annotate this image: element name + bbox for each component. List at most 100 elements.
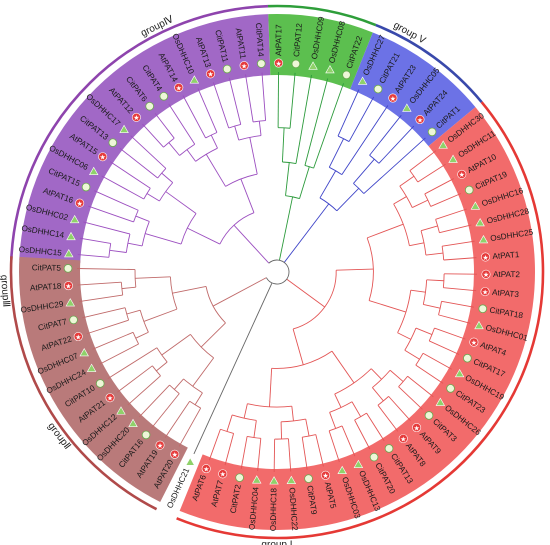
- star-marker: [98, 152, 108, 162]
- tree-branch: [179, 143, 195, 156]
- tree-branch: [283, 203, 330, 263]
- tree-branch: [245, 74, 254, 123]
- tree-branch: [353, 158, 375, 184]
- tree-branch: [195, 147, 218, 162]
- tree-branch: [442, 240, 475, 247]
- tree-branch: [79, 237, 111, 244]
- triangle-marker: [252, 475, 262, 484]
- leaf-citpat5: CitPAT5: [32, 263, 73, 273]
- star-icon: ★: [417, 116, 423, 124]
- leaf-osdhhc04: OsDHHC04: [247, 475, 262, 530]
- tree-branch: [442, 273, 445, 288]
- tree-branch: [146, 193, 160, 202]
- triangle-marker: [448, 154, 458, 163]
- star-icon: ★: [75, 333, 81, 341]
- tree-branch: [156, 347, 168, 363]
- tree-branch: [258, 121, 262, 136]
- tree-branch: [271, 350, 333, 369]
- star-marker: [206, 69, 216, 79]
- tree-branch: [328, 138, 344, 168]
- triangle-marker: [69, 214, 80, 224]
- tree-branch: [367, 223, 404, 239]
- star-icon: ★: [322, 472, 328, 480]
- tree-branch: [194, 392, 203, 406]
- tree-branch: [410, 289, 426, 293]
- tree-branch: [438, 314, 471, 324]
- tree-branch: [192, 357, 215, 387]
- tree-branch: [243, 403, 248, 419]
- tree-branch: [124, 307, 130, 321]
- tree-branch: [224, 433, 235, 466]
- tree-branch: [156, 361, 168, 372]
- group-arc-I: [176, 101, 545, 540]
- group-label-I: group I: [261, 540, 292, 545]
- triangle-marker: [435, 397, 446, 406]
- star-marker: [398, 434, 408, 444]
- tree-branch: [79, 294, 123, 302]
- star-icon: ★: [100, 154, 106, 162]
- tree-branch: [197, 88, 218, 133]
- leaf-label: OsDHHC15: [18, 245, 62, 258]
- triangle-marker: [185, 457, 195, 466]
- circle-marker: [69, 315, 78, 325]
- group-arc-V: [9, 256, 158, 511]
- group-label-III: groupⅢ: [0, 274, 11, 307]
- circle-marker: [235, 473, 244, 482]
- tree-branch: [142, 123, 164, 148]
- tree-branch: [389, 369, 404, 382]
- tree-branch: [94, 190, 139, 211]
- tree-branch: [143, 308, 178, 322]
- star-marker: [481, 269, 491, 279]
- circle-marker: [463, 353, 472, 363]
- circle-marker: [291, 59, 301, 69]
- star-icon: ★: [241, 62, 247, 70]
- tree-branch: [369, 115, 402, 156]
- star-icon: ★: [157, 442, 163, 450]
- triangle-marker: [357, 76, 368, 85]
- star-icon: ★: [176, 84, 182, 92]
- tree-branch: [138, 384, 170, 418]
- tree-branch: [301, 437, 308, 470]
- tree-branch: [285, 162, 290, 196]
- tree-branch: [372, 387, 384, 402]
- circle-marker: [63, 264, 73, 273]
- tree-branch: [168, 103, 196, 145]
- circle-marker: [95, 379, 105, 388]
- star-marker: [105, 393, 115, 403]
- tree-branch: [285, 195, 300, 200]
- circle-marker: [369, 452, 379, 462]
- group-sector-V: [18, 256, 188, 503]
- tree-branch: [205, 132, 218, 139]
- tree-branch: [145, 233, 182, 245]
- group-arc-IV: [9, 4, 269, 260]
- leaf-label: CitPAT5: [32, 263, 62, 273]
- star-icon: ★: [471, 339, 477, 347]
- tree-branch: [398, 386, 423, 410]
- leaf-citpat14: CitPAT14: [254, 23, 266, 68]
- star-icon: ★: [483, 271, 489, 279]
- tree-branch: [354, 419, 371, 450]
- tree-branch: [336, 188, 360, 212]
- tree-branch: [116, 365, 153, 393]
- circle-marker: [257, 59, 266, 68]
- tree-branch: [130, 135, 167, 169]
- tree-branch: [424, 178, 455, 195]
- tree-branch: [182, 95, 206, 139]
- leaf-atpat18: ★AtPAT18: [30, 281, 73, 293]
- tree-branch: [393, 196, 407, 205]
- circle-marker: [464, 185, 474, 195]
- tree-branch: [348, 96, 375, 142]
- tree-branch: [292, 328, 304, 365]
- star-marker: [274, 58, 284, 68]
- tree-branch: [109, 161, 151, 189]
- leaf-atpat2: ★ AtPAT2: [481, 269, 521, 279]
- circle-marker: [427, 127, 437, 137]
- triangle-marker: [128, 418, 138, 427]
- leaf-label: AtPAT2: [493, 270, 521, 279]
- tree-branch: [439, 224, 472, 234]
- triangle-marker: [79, 347, 89, 357]
- tree-branch: [289, 72, 296, 129]
- star-icon: ★: [220, 471, 226, 479]
